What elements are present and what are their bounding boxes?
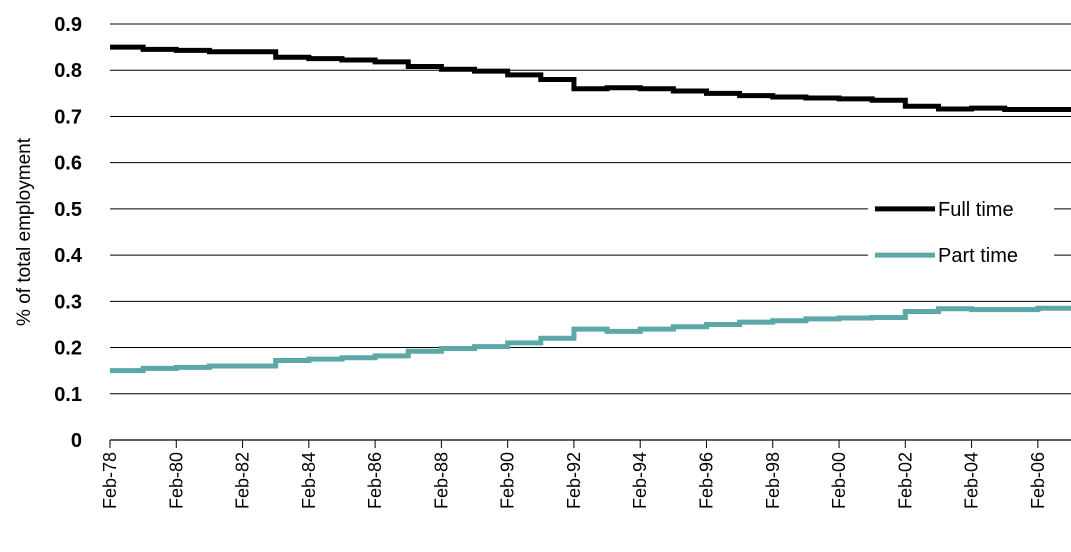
y-tick-label: 0.6 — [54, 153, 82, 175]
y-tick-labels: 0 0.1 0.2 0.3 0.4 0.5 0.6 0.7 0.8 0.9 — [54, 14, 83, 452]
y-tick-label: 0.1 — [54, 384, 82, 406]
x-tick-label: Feb-92 — [564, 452, 584, 509]
x-tick-label: Feb-88 — [431, 452, 451, 509]
series-line-part-time — [110, 305, 1071, 374]
x-tick-label: Feb-02 — [895, 452, 915, 509]
legend-label: Part time — [938, 245, 1018, 267]
y-tick-label: 0.9 — [54, 14, 82, 36]
legend-label: Full time — [938, 199, 1014, 221]
series-lines — [110, 44, 1071, 374]
y-tick-label: 0.5 — [54, 199, 82, 221]
x-tick-label: Feb-94 — [630, 452, 650, 509]
x-tick-label: Feb-84 — [299, 452, 319, 509]
y-tick-label: 0.2 — [54, 338, 82, 360]
series-line-full-time — [110, 44, 1071, 113]
x-tick-label: Feb-06 — [1028, 452, 1048, 509]
y-tick-label: 0.7 — [54, 106, 82, 128]
x-tick-label: Feb-98 — [763, 452, 783, 509]
x-tick-label: Feb-00 — [829, 452, 849, 509]
gridlines — [110, 23, 1071, 395]
x-tick-label: Feb-90 — [498, 452, 518, 509]
y-tick-label: 0 — [71, 430, 82, 452]
x-tick-label: Feb-82 — [233, 452, 253, 509]
x-tick-label: Feb-86 — [365, 452, 385, 509]
x-tick-label: Feb-80 — [166, 452, 186, 509]
y-axis-title: % of total employment — [14, 137, 35, 326]
y-tick-label: 0.4 — [54, 245, 83, 267]
x-tick-label: Feb-04 — [962, 452, 982, 509]
y-tick-label: 0.8 — [54, 60, 82, 82]
legend: Full time Part time — [868, 194, 1054, 270]
x-tick-label: Feb-78 — [100, 452, 120, 509]
x-tick-labels: Feb-78 Feb-80 Feb-82 Feb-84 Feb-86 Feb-88 Feb-… — [100, 440, 1048, 509]
x-tick-label: Feb-96 — [696, 452, 716, 509]
y-tick-label: 0.3 — [54, 291, 82, 313]
